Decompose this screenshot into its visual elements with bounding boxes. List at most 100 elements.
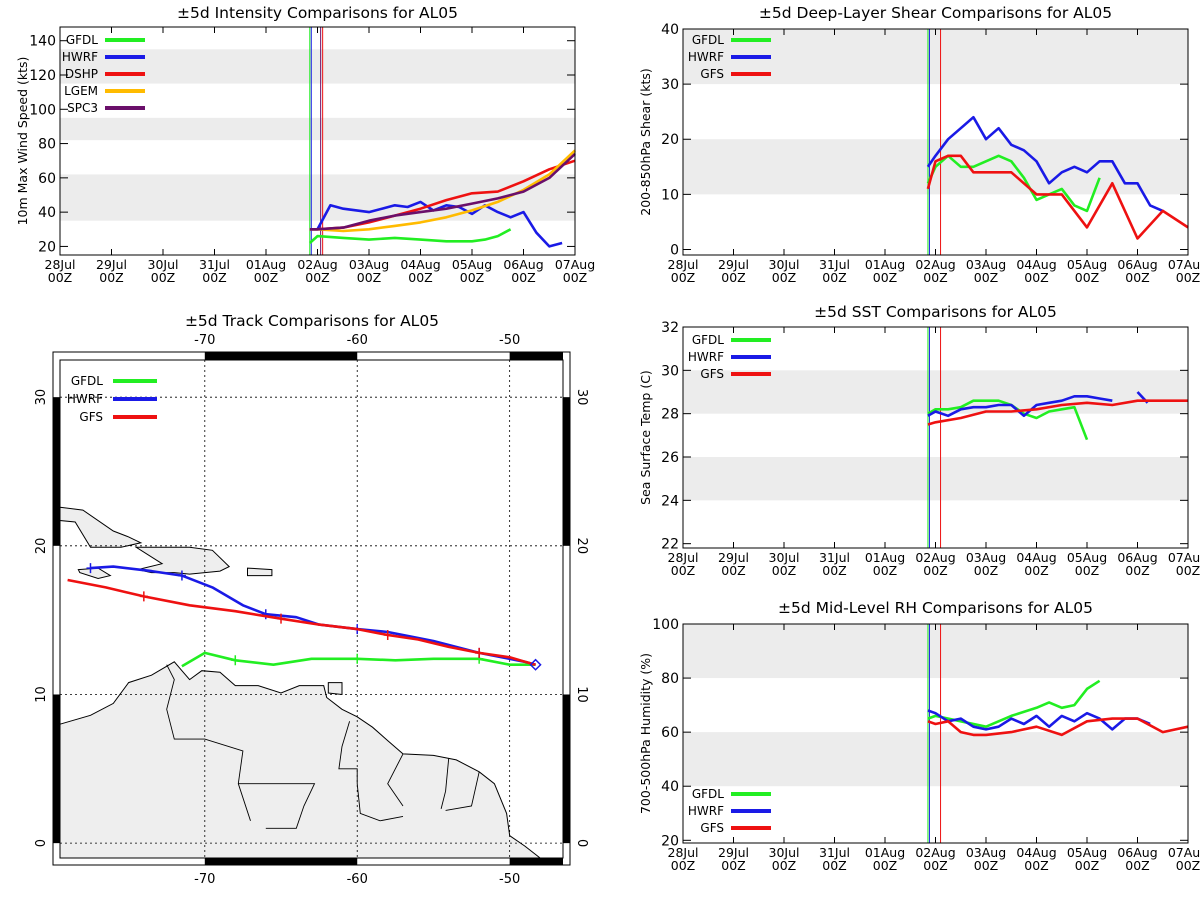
track-lat-label-left-3: 30	[34, 389, 49, 406]
shear-xtick-suffix-1: 00Z	[721, 270, 745, 285]
track-lon-label-top-0: -70	[194, 333, 215, 348]
intensity-ytick-label-40: 40	[38, 205, 56, 221]
intensity-xtick-label-7: 04Aug	[400, 257, 440, 272]
track-series-gfdl	[181, 651, 536, 668]
sst-ytick-label-30: 30	[661, 363, 679, 379]
sst-xtick-suffix-0: 00Z	[671, 563, 695, 578]
rh-xtick-suffix-1: 00Z	[721, 858, 745, 873]
track-lat-label-left-2: 20	[34, 538, 49, 555]
rh-band-1	[683, 624, 1188, 679]
rh-xtick-suffix-5: 00Z	[923, 858, 947, 873]
shear-legend-label-gfdl: GFDL	[692, 33, 724, 47]
intensity-legend-label-dshp: DSHP	[65, 67, 98, 81]
track-land-4	[247, 567, 273, 577]
intensity-xtick-label-4: 01Aug	[246, 257, 286, 272]
intensity-xtick-suffix-4: 00Z	[254, 270, 278, 285]
intensity-ytick-label-140: 140	[29, 34, 56, 50]
shear-legend-label-gfs: GFS	[700, 67, 724, 81]
track-chart: -70 -70 -60 -60 -50 -50 0 0 10 10 20 20 30 30 GFDL HWRF…	[34, 312, 589, 887]
shear-chart: 01020304028Jul00Z29Jul00Z30Jul00Z31Jul00…	[638, 4, 1200, 285]
sst-chart: 22242628303228Jul00Z29Jul00Z30Jul00Z31Ju…	[638, 303, 1200, 578]
intensity-xtick-suffix-8: 00Z	[460, 270, 484, 285]
rh-band-0	[683, 732, 1188, 787]
intensity-ytick-label-120: 120	[29, 68, 56, 84]
rh-xtick-suffix-8: 00Z	[1075, 858, 1099, 873]
sst-series-gfs	[927, 399, 1188, 426]
track-lon-label-bottom-2: -50	[499, 872, 520, 887]
sst-ylabel: Sea Surface Temp (C)	[638, 370, 653, 505]
rh-xtick-suffix-6: 00Z	[974, 858, 998, 873]
shear-ytick-label-40: 40	[661, 22, 679, 38]
intensity-ytick-label-20: 20	[38, 239, 56, 255]
rh-legend-label-gfs: GFS	[700, 821, 724, 835]
intensity-band-1	[60, 117, 575, 141]
sst-ytick-label-24: 24	[661, 493, 679, 509]
shear-series-hwrf	[926, 115, 1164, 213]
track-legend-label-gfs: GFS	[79, 410, 103, 424]
shear-xtick-label-10: 07Aug	[1168, 257, 1200, 272]
rh-xtick-label-8: 05Aug	[1067, 845, 1107, 860]
sst-legend-label-gfdl: GFDL	[692, 333, 724, 347]
track-lat-label-right-3: 30	[574, 389, 589, 406]
track-border-right-0	[563, 694, 570, 844]
intensity-xtick-suffix-1: 00Z	[99, 270, 123, 285]
intensity-xtick-label-1: 29Jul	[96, 257, 127, 272]
intensity-ylabel: 10m Max Wind Speed (kts)	[15, 57, 30, 226]
sst-xtick-suffix-3: 00Z	[822, 563, 846, 578]
track-title: ±5d Track Comparisons for AL05	[185, 312, 439, 330]
sst-ytick-label-28: 28	[661, 407, 679, 423]
track-legend-label-hwrf: HWRF	[67, 392, 103, 406]
rh-ytick-label-20: 20	[661, 833, 679, 849]
sst-xtick-label-5: 02Aug	[915, 550, 955, 565]
track-lat-label-left-1: 10	[34, 686, 49, 703]
rh-ytick-label-100: 100	[652, 617, 679, 633]
track-lat-label-right-1: 10	[574, 686, 589, 703]
shear-xtick-suffix-5: 00Z	[923, 270, 947, 285]
shear-xtick-label-0: 28Jul	[668, 257, 699, 272]
track-marker-hwrf-9	[261, 609, 270, 620]
sst-xtick-suffix-9: 00Z	[1125, 563, 1149, 578]
sst-band-0	[683, 457, 1188, 501]
intensity-legend-label-hwrf: HWRF	[62, 50, 98, 64]
rh-title: ±5d Mid-Level RH Comparisons for AL05	[778, 599, 1093, 617]
sst-xtick-suffix-2: 00Z	[772, 563, 796, 578]
track-lon-label-top-2: -50	[499, 333, 520, 348]
rh-xtick-label-7: 04Aug	[1016, 845, 1056, 860]
track-border-top--70	[204, 352, 358, 360]
sst-xtick-label-8: 05Aug	[1067, 550, 1107, 565]
track-marker-gfs-3	[475, 647, 484, 658]
intensity-xtick-label-6: 03Aug	[349, 257, 389, 272]
intensity-series-lgem	[309, 149, 576, 233]
sst-xtick-label-6: 03Aug	[966, 550, 1006, 565]
intensity-ytick-label-100: 100	[29, 102, 56, 118]
sst-xtick-suffix-4: 00Z	[873, 563, 897, 578]
rh-xtick-label-0: 28Jul	[668, 845, 699, 860]
sst-frame	[682, 326, 1189, 549]
track-border-right-20	[563, 397, 570, 546]
rh-legend-label-gfdl: GFDL	[692, 787, 724, 801]
intensity-xtick-suffix-5: 00Z	[305, 270, 329, 285]
rh-xtick-label-10: 07Aug	[1168, 845, 1200, 860]
intensity-xtick-suffix-2: 00Z	[151, 270, 175, 285]
rh-series-hwrf	[927, 709, 1151, 731]
track-lon-label-bottom-0: -70	[194, 872, 215, 887]
intensity-series-spc3	[309, 152, 576, 231]
shear-title: ±5d Deep-Layer Shear Comparisons for AL0…	[759, 4, 1112, 22]
intensity-xtick-suffix-9: 00Z	[511, 270, 535, 285]
sst-xtick-suffix-10: 00Z	[1176, 563, 1200, 578]
track-marker-gfs-9	[277, 613, 286, 624]
shear-xtick-label-3: 31Jul	[819, 257, 850, 272]
rh-ytick-label-80: 80	[661, 671, 679, 687]
sst-xtick-label-7: 04Aug	[1016, 550, 1056, 565]
sst-legend-label-gfs: GFS	[700, 367, 724, 381]
shear-xtick-suffix-3: 00Z	[822, 270, 846, 285]
sst-xtick-label-2: 30Jul	[769, 550, 800, 565]
track-border-left-0	[53, 694, 60, 844]
shear-xtick-suffix-7: 00Z	[1024, 270, 1048, 285]
sst-xtick-suffix-5: 00Z	[923, 563, 947, 578]
track-marker-hwrf-15	[86, 563, 95, 574]
shear-xtick-suffix-8: 00Z	[1075, 270, 1099, 285]
intensity-legend-label-lgem: LGEM	[64, 84, 98, 98]
track-lon-label-top-1: -60	[347, 333, 368, 348]
